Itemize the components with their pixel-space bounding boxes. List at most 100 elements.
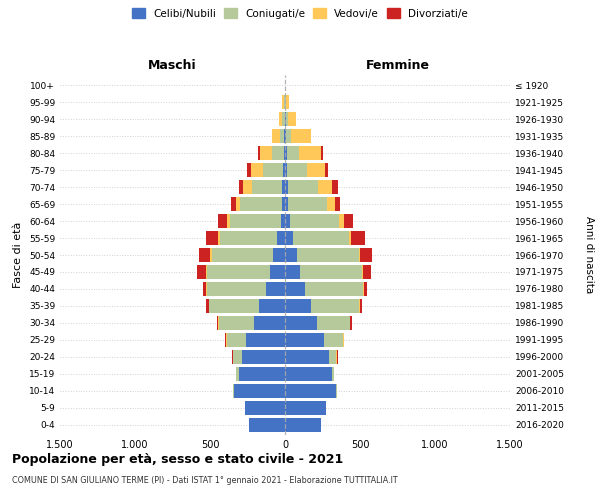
- Bar: [241, 350, 285, 364]
- Bar: [339, 214, 343, 228]
- Bar: [245, 401, 285, 415]
- Bar: [287, 146, 299, 160]
- Bar: [349, 316, 350, 330]
- Bar: [246, 333, 285, 347]
- Bar: [307, 163, 325, 177]
- Bar: [285, 401, 325, 415]
- Bar: [325, 163, 328, 177]
- Text: Femmine: Femmine: [365, 58, 430, 71]
- Bar: [258, 146, 260, 160]
- Bar: [363, 265, 371, 279]
- Bar: [271, 146, 284, 160]
- Bar: [226, 333, 227, 347]
- Bar: [284, 95, 285, 109]
- Bar: [350, 316, 352, 330]
- Bar: [285, 112, 286, 126]
- Bar: [239, 367, 285, 381]
- Bar: [207, 265, 270, 279]
- Bar: [197, 265, 206, 279]
- Bar: [283, 95, 284, 109]
- Bar: [288, 112, 296, 126]
- Bar: [281, 214, 285, 228]
- Bar: [288, 197, 327, 211]
- Bar: [218, 316, 219, 330]
- Bar: [331, 367, 334, 381]
- Bar: [364, 282, 367, 296]
- Bar: [232, 350, 233, 364]
- Bar: [285, 129, 286, 143]
- Bar: [285, 214, 290, 228]
- Bar: [286, 112, 288, 126]
- Bar: [217, 316, 218, 330]
- Bar: [285, 333, 324, 347]
- Bar: [260, 146, 271, 160]
- Text: Popolazione per età, sesso e stato civile - 2021: Popolazione per età, sesso e stato civil…: [12, 452, 343, 466]
- Bar: [233, 350, 241, 364]
- Bar: [285, 197, 288, 211]
- Bar: [285, 163, 287, 177]
- Bar: [317, 316, 349, 330]
- Bar: [285, 180, 288, 194]
- Bar: [283, 112, 284, 126]
- Bar: [220, 231, 277, 245]
- Bar: [297, 248, 359, 262]
- Bar: [212, 248, 273, 262]
- Bar: [335, 197, 340, 211]
- Bar: [273, 248, 285, 262]
- Bar: [243, 180, 252, 194]
- Bar: [206, 282, 207, 296]
- Bar: [286, 129, 291, 143]
- Bar: [199, 248, 210, 262]
- Bar: [286, 95, 289, 109]
- Bar: [249, 418, 285, 432]
- Bar: [285, 316, 317, 330]
- Bar: [225, 333, 226, 347]
- Bar: [271, 129, 272, 143]
- Bar: [240, 197, 282, 211]
- Y-axis label: Fasce di età: Fasce di età: [13, 222, 23, 288]
- Bar: [321, 146, 323, 160]
- Bar: [231, 197, 235, 211]
- Bar: [290, 214, 339, 228]
- Bar: [285, 350, 329, 364]
- Bar: [251, 163, 263, 177]
- Bar: [305, 282, 363, 296]
- Y-axis label: Anni di nascita: Anni di nascita: [584, 216, 593, 294]
- Bar: [218, 231, 220, 245]
- Bar: [277, 231, 285, 245]
- Bar: [280, 129, 284, 143]
- Bar: [300, 265, 362, 279]
- Bar: [282, 180, 285, 194]
- Text: Maschi: Maschi: [148, 58, 197, 71]
- Bar: [239, 180, 243, 194]
- Bar: [331, 180, 337, 194]
- Bar: [247, 163, 251, 177]
- Bar: [285, 367, 331, 381]
- Bar: [327, 197, 335, 211]
- Bar: [205, 231, 218, 245]
- Bar: [343, 214, 353, 228]
- Bar: [233, 384, 234, 398]
- Bar: [284, 129, 285, 143]
- Bar: [263, 163, 283, 177]
- Bar: [235, 367, 239, 381]
- Bar: [359, 299, 360, 313]
- Bar: [324, 333, 343, 347]
- Bar: [203, 282, 206, 296]
- Bar: [285, 146, 287, 160]
- Bar: [218, 214, 227, 228]
- Bar: [280, 112, 283, 126]
- Bar: [285, 265, 300, 279]
- Bar: [311, 299, 359, 313]
- Bar: [285, 248, 297, 262]
- Bar: [362, 265, 363, 279]
- Bar: [329, 350, 336, 364]
- Bar: [291, 129, 311, 143]
- Bar: [287, 163, 307, 177]
- Bar: [351, 231, 365, 245]
- Bar: [265, 282, 285, 296]
- Bar: [318, 180, 331, 194]
- Bar: [282, 197, 285, 211]
- Bar: [205, 299, 209, 313]
- Bar: [336, 350, 337, 364]
